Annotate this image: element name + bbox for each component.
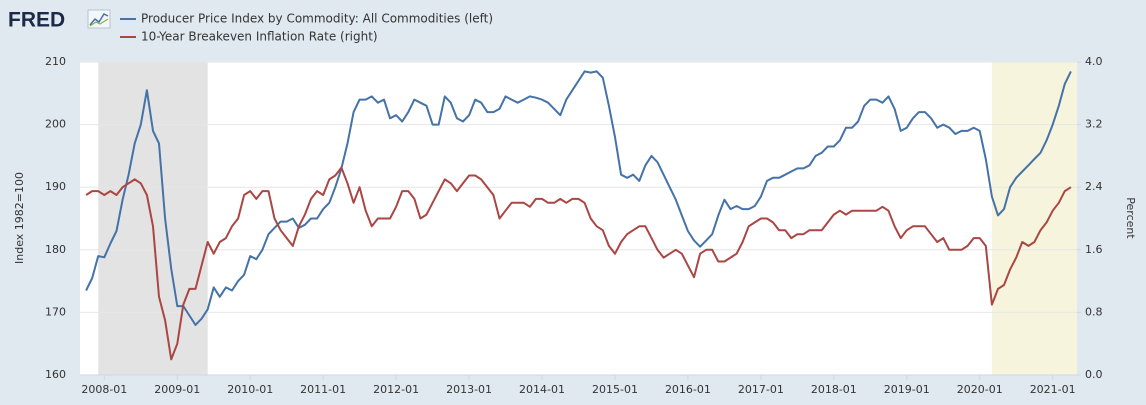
x-tick-label: 2017-01: [738, 383, 784, 396]
legend-label: Producer Price Index by Commodity: All C…: [141, 12, 493, 26]
x-tick-label: 2011-01: [300, 383, 346, 396]
legend-label: 10-Year Breakeven Inflation Rate (right): [141, 30, 378, 44]
x-tick-label: 2018-01: [811, 383, 857, 396]
y2-tick-label: 2.4: [1085, 180, 1103, 193]
plot-area: [80, 62, 1077, 375]
y-axis-title: Index 1982=100: [13, 172, 26, 264]
y-tick-label: 210: [45, 55, 66, 68]
y-tick-label: 160: [45, 368, 66, 381]
y-tick-label: 170: [45, 305, 66, 318]
y2-tick-label: 0.0: [1085, 368, 1103, 381]
y2-axis-title: Percent: [1124, 197, 1137, 239]
x-tick-label: 2016-01: [665, 383, 711, 396]
x-tick-label: 2019-01: [884, 383, 930, 396]
y2-tick-label: 1.6: [1085, 243, 1103, 256]
x-tick-label: 2013-01: [446, 383, 492, 396]
x-tick-label: 2015-01: [592, 383, 638, 396]
y-tick-label: 180: [45, 243, 66, 256]
y-tick-label: 190: [45, 180, 66, 193]
x-tick-label: 2014-01: [519, 383, 565, 396]
logo-icon: [87, 9, 111, 29]
y2-tick-label: 0.8: [1085, 305, 1103, 318]
series-line: [85, 70, 1072, 326]
x-tick-label: 2020-01: [957, 383, 1003, 396]
x-tick-label: 2021-01: [1030, 383, 1076, 396]
logo: FRED: [8, 9, 65, 32]
shaded-region: [991, 62, 1077, 375]
y2-tick-label: 3.2: [1085, 118, 1103, 131]
x-tick-label: 2012-01: [373, 383, 419, 396]
shaded-region: [98, 62, 208, 375]
x-tick-label: 2010-01: [227, 383, 273, 396]
y-tick-label: 200: [45, 118, 66, 131]
series-line: [85, 166, 1072, 361]
y2-tick-label: 4.0: [1085, 55, 1103, 68]
x-tick-label: 2008-01: [81, 383, 127, 396]
x-tick-label: 2009-01: [154, 383, 200, 396]
